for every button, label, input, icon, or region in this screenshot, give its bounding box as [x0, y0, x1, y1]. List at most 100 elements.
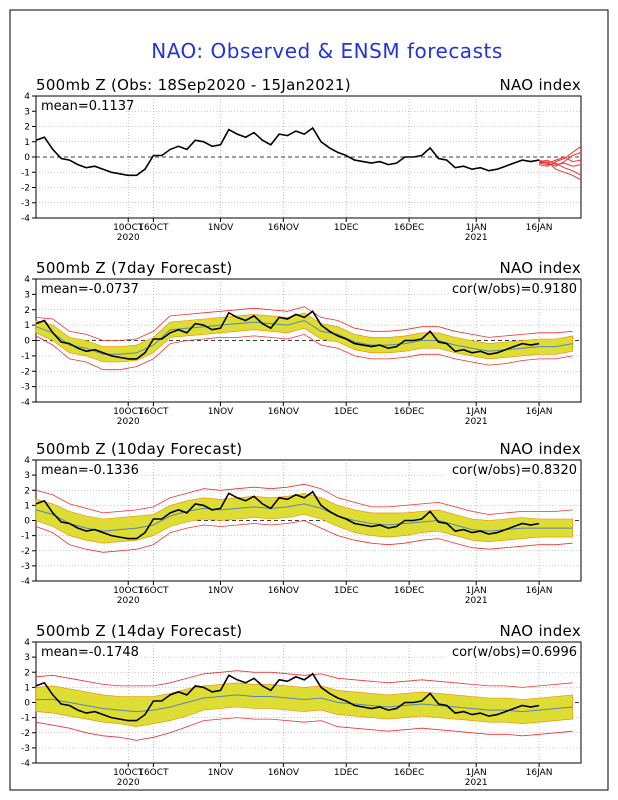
- x-tick-label: 16DEC: [394, 407, 424, 417]
- x-tick-label: 16JAN: [526, 768, 553, 778]
- panel-right-label: NAO index: [499, 259, 581, 277]
- y-tick-label: -2: [21, 729, 30, 739]
- x-tick-label: 1JAN: [466, 586, 487, 596]
- panel-right-label: NAO index: [499, 76, 581, 94]
- observed-nao-line: [35, 310, 540, 360]
- y-tick-label: 3: [24, 107, 30, 117]
- x-tick-year-label: 2021: [465, 233, 488, 243]
- y-tick-label: 1: [24, 321, 30, 331]
- x-tick-label: 1NOV: [208, 407, 234, 417]
- plot-area: [35, 95, 582, 219]
- mean-label: mean=-0.0737: [41, 282, 139, 297]
- x-tick-label: 16NOV: [268, 768, 300, 778]
- ensemble-member-line: [539, 162, 582, 176]
- y-tick-label: -4: [21, 577, 30, 587]
- x-tick-label: 1DEC: [334, 223, 359, 233]
- ensemble-mean-line: [35, 319, 573, 355]
- x-tick-label: 10OCT: [113, 768, 144, 778]
- mean-label: mean=-0.1748: [41, 645, 139, 660]
- panel-title: 500mb Z (Obs: 18Sep2020 - 15Jan2021): [36, 76, 351, 94]
- y-tick-label: 4: [24, 92, 30, 102]
- ensemble-max-line: [35, 306, 573, 341]
- mean-label-bg: [38, 644, 133, 659]
- ensemble-min-line: [35, 333, 573, 371]
- y-tick-label: 0: [24, 517, 30, 527]
- panel-right-label: NAO index: [499, 622, 581, 640]
- y-tick-label: -3: [21, 199, 30, 209]
- ensemble-min-line: [35, 520, 573, 553]
- y-tick-label: -3: [21, 744, 30, 754]
- y-tick-label: 4: [24, 638, 30, 648]
- x-tick-year-label: 2020: [117, 596, 140, 606]
- x-tick-label: 16OCT: [138, 768, 169, 778]
- correlation-label: cor(w/obs)=0.8320: [452, 463, 577, 478]
- x-tick-label: 1NOV: [208, 768, 234, 778]
- x-tick-label: 16DEC: [394, 768, 424, 778]
- x-tick-year-label: 2020: [117, 778, 140, 788]
- ensemble-member-line: [538, 156, 582, 164]
- x-tick-year-label: 2021: [465, 417, 488, 427]
- y-tick-label: 1: [24, 138, 30, 148]
- x-tick-year-label: 2020: [117, 233, 140, 243]
- panel-title: 500mb Z (14day Forecast): [36, 622, 242, 640]
- x-tick-label: 1NOV: [208, 223, 234, 233]
- mean-label-bg: [38, 98, 126, 113]
- ensemble-member-line: [539, 161, 582, 181]
- y-tick-label: -3: [21, 383, 30, 393]
- x-tick-label: 16DEC: [394, 586, 424, 596]
- x-tick-year-label: 2020: [117, 417, 140, 427]
- x-tick-label: 16JAN: [526, 223, 553, 233]
- y-tick-label: -2: [21, 547, 30, 557]
- observed-nao-line: [35, 490, 540, 540]
- x-tick-label: 10OCT: [113, 223, 144, 233]
- x-tick-label: 16NOV: [268, 586, 300, 596]
- x-tick-year-label: 2021: [465, 596, 488, 606]
- plot-area: [35, 278, 582, 403]
- x-tick-label: 10OCT: [113, 407, 144, 417]
- panel-title: 500mb Z (10day Forecast): [36, 440, 242, 458]
- x-tick-label: 10OCT: [113, 586, 144, 596]
- y-tick-label: 0: [24, 699, 30, 709]
- mean-label: mean=0.1137: [41, 99, 134, 114]
- y-tick-label: 0: [24, 337, 30, 347]
- y-tick-label: 3: [24, 471, 30, 481]
- cor-label-bg: [447, 462, 579, 477]
- ensemble-max-line: [35, 483, 573, 515]
- cor-label-bg: [447, 644, 579, 659]
- ensemble-spread-band: [35, 682, 573, 728]
- x-tick-label: 16NOV: [268, 407, 300, 417]
- y-tick-label: 3: [24, 290, 30, 300]
- y-tick-label: -1: [21, 352, 30, 362]
- x-tick-label: 1JAN: [466, 223, 487, 233]
- main-title: NAO: Observed & ENSM forecasts: [151, 39, 503, 63]
- panel-title: 500mb Z (7day Forecast): [36, 259, 233, 277]
- x-tick-year-label: 2021: [465, 778, 488, 788]
- x-tick-label: 16JAN: [526, 586, 553, 596]
- ensemble-mean-line: [36, 694, 573, 713]
- panels: 500mb Z (Obs: 18Sep2020 - 15Jan2021) NAO …: [21, 76, 582, 788]
- observed-nao-line: [35, 126, 540, 177]
- x-tick-label: 1DEC: [334, 586, 359, 596]
- ensemble-min-line: [35, 717, 573, 741]
- x-tick-label: 16OCT: [138, 407, 169, 417]
- ensemble-spread-band: [35, 312, 573, 363]
- nao-panel-1: 500mb Z (Obs: 18Sep2020 - 15Jan2021) NAO …: [21, 76, 582, 243]
- x-tick-label: 1NOV: [208, 586, 234, 596]
- y-tick-label: -4: [21, 759, 30, 769]
- nao-panel-2: 500mb Z (7day Forecast) NAO index 4 3 2 1 0 -1 -…: [21, 259, 582, 427]
- y-tick-label: 4: [24, 456, 30, 466]
- y-tick-label: -2: [21, 367, 30, 377]
- mean-label: mean=-0.1336: [41, 463, 139, 478]
- y-tick-label: -4: [21, 214, 30, 224]
- x-tick-label: 16OCT: [138, 586, 169, 596]
- y-tick-label: -1: [21, 714, 30, 724]
- ensemble-member-line: [539, 159, 582, 167]
- x-tick-label: 16JAN: [526, 407, 553, 417]
- y-tick-label: 2: [24, 668, 30, 678]
- x-tick-label: 16NOV: [268, 223, 300, 233]
- ensemble-max-line: [35, 670, 573, 688]
- x-tick-label: 16DEC: [394, 223, 424, 233]
- x-tick-label: 16OCT: [138, 223, 169, 233]
- panel-right-label: NAO index: [499, 440, 581, 458]
